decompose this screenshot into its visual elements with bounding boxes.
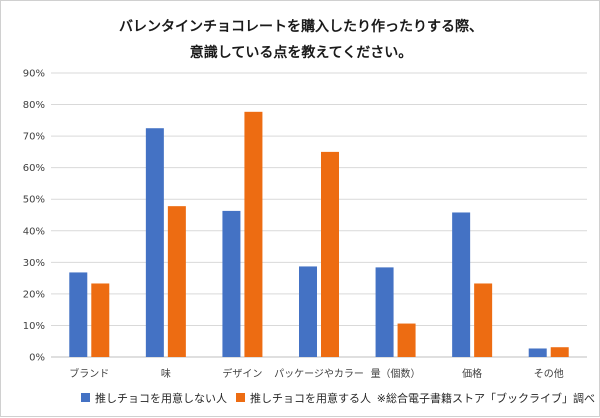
- y-tick-label: 90%: [23, 69, 45, 80]
- bar-oshi-1: [167, 206, 186, 357]
- chart-title-line-1: バレンタインチョコレートを購入したり作ったりする際、: [119, 18, 483, 35]
- category-label: 価格: [462, 367, 482, 380]
- x-axis-categories: ブランド 味 デザイン パッケージやカラー 量（個数） 価格 その他: [69, 367, 563, 380]
- category-label: デザイン: [222, 367, 262, 380]
- bar-no-oshi-0: [69, 272, 88, 357]
- bar-no-oshi-3: [299, 266, 317, 357]
- category-label: 味: [161, 368, 171, 380]
- bar-oshi-5: [474, 283, 493, 357]
- legend-label-oshi: 推しチョコを用意する人: [250, 391, 371, 405]
- y-tick-label: 40%: [23, 226, 45, 237]
- legend-swatch-oshi: [236, 393, 245, 402]
- chart-title-line-2: 意識している点を教えてください。: [190, 44, 412, 61]
- bar-no-oshi-1: [145, 128, 164, 357]
- source-note: ※総合電子書籍ストア「ブックライブ」調べ: [377, 391, 595, 405]
- bar-no-oshi-2: [222, 210, 241, 357]
- y-tick-label: 10%: [23, 321, 45, 332]
- y-tick-label: 80%: [23, 100, 45, 111]
- y-tick-label: 70%: [23, 132, 45, 143]
- category-label: その他: [534, 367, 564, 380]
- y-axis-ticks: 0% 10% 20% 30% 40% 50% 60% 70% 80% 90%: [23, 69, 45, 364]
- bar-oshi-4: [397, 323, 416, 357]
- bars: [69, 111, 569, 358]
- legend: 推しチョコを用意しない人 推しチョコを用意する人: [81, 391, 371, 405]
- bar-no-oshi-6: [528, 348, 547, 357]
- bar-no-oshi-5: [452, 212, 471, 357]
- bar-oshi-3: [321, 151, 339, 357]
- gridlines: [51, 72, 587, 358]
- category-label: ブランド: [69, 367, 109, 380]
- legend-swatch-no-oshi: [81, 393, 90, 402]
- bar-no-oshi-4: [375, 267, 394, 357]
- category-label: パッケージやカラー: [274, 368, 364, 380]
- y-tick-label: 60%: [23, 163, 45, 174]
- y-tick-label: 50%: [23, 195, 45, 206]
- legend-label-no-oshi: 推しチョコを用意しない人: [95, 391, 227, 405]
- bar-oshi-0: [91, 283, 110, 357]
- bar-oshi-2: [244, 111, 263, 358]
- bar-oshi-6: [550, 347, 569, 357]
- y-tick-label: 20%: [23, 289, 45, 300]
- category-label: 量（個数）: [371, 367, 421, 380]
- y-tick-label: 30%: [23, 258, 45, 269]
- y-tick-label: 0%: [29, 353, 45, 364]
